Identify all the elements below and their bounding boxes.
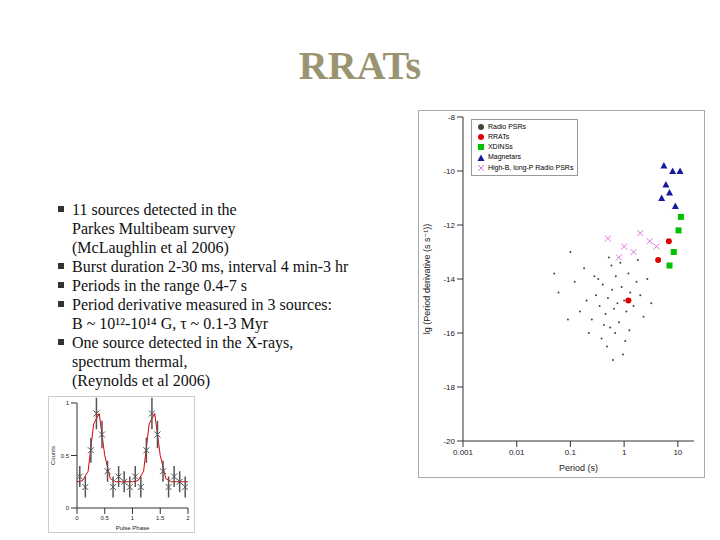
svg-text:1: 1 [131,515,135,521]
svg-text:-16: -16 [443,329,455,338]
svg-text:Counts: Counts [50,446,56,465]
html-text:XDINSs: XDINSs [488,143,513,151]
html-text:(McLaughlin et al 2006): (McLaughlin et al 2006) [72,239,229,256]
html-text:11 sources detected in the: 11 sources detected in the [72,201,237,218]
svg-text:-10: -10 [443,167,455,176]
svg-text:Pulse Phase: Pulse Phase [116,525,150,531]
svg-text:-12: -12 [443,221,455,230]
html-text:RRATs: RRATs [298,43,422,88]
html-text:Burst duration 2-30 ms, interv: Burst duration 2-30 ms, interval 4 min-3… [72,258,349,275]
svg-text:0.1: 0.1 [565,448,577,457]
html-text:High-B, long-P Radio PSRs: High-B, long-P Radio PSRs [488,163,574,171]
html-text:Periods in the range 0.4-7 s: Periods in the range 0.4-7 s [72,277,248,294]
html-text:(Reynolds et al 2006): (Reynolds et al 2006) [72,372,211,389]
html-text:Parkes Multibeam survey: Parkes Multibeam survey [72,220,236,237]
svg-text:-14: -14 [443,275,455,284]
svg-text:-20: -20 [443,437,455,446]
svg-text:1.5: 1.5 [156,515,165,521]
html-text:spectrum thermal,: spectrum thermal, [72,353,188,370]
html-text:Magnetars: Magnetars [488,153,521,161]
html-text:RRATs: RRATs [488,133,510,141]
svg-text:lg (Period derivative (s s⁻¹)): lg (Period derivative (s s⁻¹)) [422,224,432,334]
svg-text:0.5: 0.5 [101,515,110,521]
svg-text:0.01: 0.01 [509,448,525,457]
svg-text:1: 1 [622,448,627,457]
svg-text:0.001: 0.001 [453,448,474,457]
html-text:Period derivative measured in: Period derivative measured in 3 sources: [72,296,332,313]
svg-text:1: 1 [66,400,70,406]
html-text:One source detected in the X-r: One source detected in the X-rays, [72,334,294,351]
svg-text:10: 10 [673,448,682,457]
svg-text:-18: -18 [443,383,455,392]
html-text:B ~ 10¹²-10¹⁴ G, τ ~ 0.1-3 Myr: B ~ 10¹²-10¹⁴ G, τ ~ 0.1-3 Myr [72,315,269,332]
svg-text:0: 0 [75,515,79,521]
svg-text:-8: -8 [448,113,456,122]
svg-text:0: 0 [66,505,70,511]
html-text:Radio PSRs: Radio PSRs [488,123,527,130]
svg-text:0.5: 0.5 [61,453,70,459]
svg-text:2: 2 [186,515,190,521]
svg-text:Period (s): Period (s) [559,463,598,473]
